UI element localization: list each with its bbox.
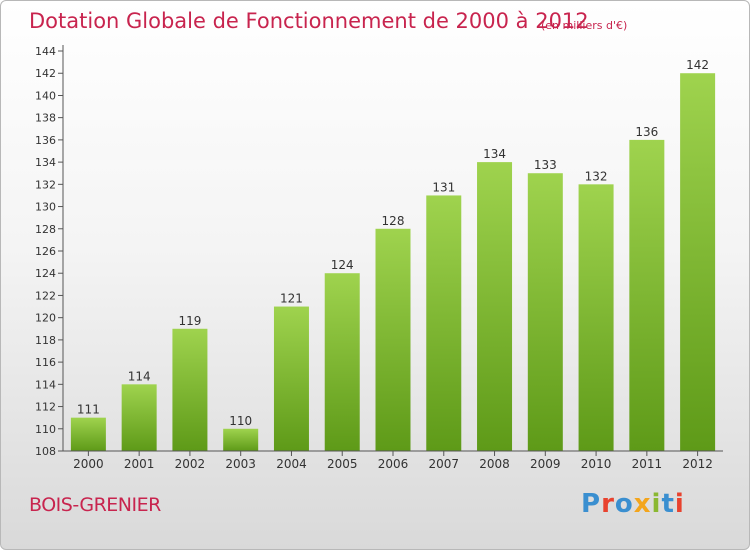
y-tick-label: 142 (35, 67, 56, 80)
y-tick-label: 120 (35, 312, 56, 325)
logo-letter: t (661, 489, 675, 519)
proxiti-logo: Proxiti (581, 489, 685, 519)
x-tick-label: 2000 (73, 457, 104, 471)
x-tick-label: 2009 (530, 457, 561, 471)
bar-2000 (70, 417, 106, 451)
bar-value-label: 132 (585, 169, 608, 183)
commune-name: BOIS-GRENIER (29, 494, 161, 516)
y-tick-label: 110 (35, 423, 56, 436)
bar-value-label: 142 (686, 58, 709, 72)
logo-letter: P (581, 489, 602, 519)
x-axis: 2000 2001 2002 2003 2004 2005 2006 2007 2008 2009… (63, 450, 723, 471)
bar-2010 (578, 184, 614, 452)
bar-value-label: 136 (635, 125, 658, 139)
y-tick-label: 112 (35, 401, 56, 414)
bar-2002 (172, 328, 208, 451)
x-tick-label: 2005 (327, 457, 358, 471)
bar-2008 (477, 162, 513, 451)
bar-value-label: 128 (382, 214, 405, 228)
logo-letter: r (601, 489, 615, 519)
y-tick-label: 140 (35, 89, 56, 102)
y-tick-label: 128 (35, 223, 56, 236)
bar-2004 (273, 306, 309, 451)
bar-value-label: 124 (331, 258, 354, 272)
y-tick-label: 130 (35, 201, 56, 214)
y-tick-label: 126 (35, 245, 56, 258)
chart-title: Dotation Globale de Fonctionnement de 20… (29, 9, 589, 33)
bar-2006 (375, 228, 411, 451)
bar-value-label: 110 (229, 414, 252, 428)
x-tick-label: 2001 (124, 457, 155, 471)
unit-note: (en milliers d'€) (541, 19, 628, 32)
y-tick-label: 136 (35, 134, 56, 147)
bar-value-label: 131 (432, 180, 455, 194)
x-tick-label: 2008 (479, 457, 510, 471)
bar-value-label: 133 (534, 158, 557, 172)
x-tick-label: 2007 (428, 457, 459, 471)
bar-value-label: 119 (178, 314, 201, 328)
x-tick-label: 2004 (276, 457, 307, 471)
bar-2003 (223, 428, 259, 451)
x-tick-label: 2006 (378, 457, 409, 471)
y-tick-label: 114 (35, 378, 56, 391)
x-tick-label: 2011 (632, 457, 663, 471)
y-tick-label: 116 (35, 356, 56, 369)
x-tick-label: 2003 (225, 457, 256, 471)
logo-letter: i (674, 489, 685, 519)
bar-2011 (629, 139, 665, 451)
bar-2007 (426, 195, 462, 451)
y-tick-label: 144 (35, 45, 56, 58)
x-tick-label: 2010 (581, 457, 612, 471)
y-tick-label: 108 (35, 445, 56, 458)
y-tick-label: 134 (35, 156, 56, 169)
y-tick-label: 122 (35, 289, 56, 302)
x-tick-label: 2002 (175, 457, 206, 471)
y-tick-label: 118 (35, 334, 56, 347)
y-tick-label: 124 (35, 267, 56, 280)
bar-2001 (121, 384, 157, 451)
bar-value-label: 111 (77, 403, 100, 417)
bar-value-label: 114 (128, 369, 151, 383)
logo-letter: x (633, 489, 652, 519)
bar-2012 (680, 73, 716, 451)
logo-letter: i (651, 489, 662, 519)
logo-letter: o (614, 489, 634, 519)
y-tick-label: 132 (35, 178, 56, 191)
x-tick-label: 2012 (682, 457, 713, 471)
bars: 111 114 119 110 121 124 128 131 134 133 132 136 142 (70, 58, 716, 452)
bar-value-label: 134 (483, 147, 506, 161)
bar-2009 (527, 173, 563, 451)
bar-value-label: 121 (280, 292, 303, 306)
y-tick-label: 138 (35, 112, 56, 125)
bar-2005 (324, 273, 360, 451)
y-axis: 108 110 112 114 116 118 120 122 124 126 128 130 132 1… (35, 45, 64, 458)
